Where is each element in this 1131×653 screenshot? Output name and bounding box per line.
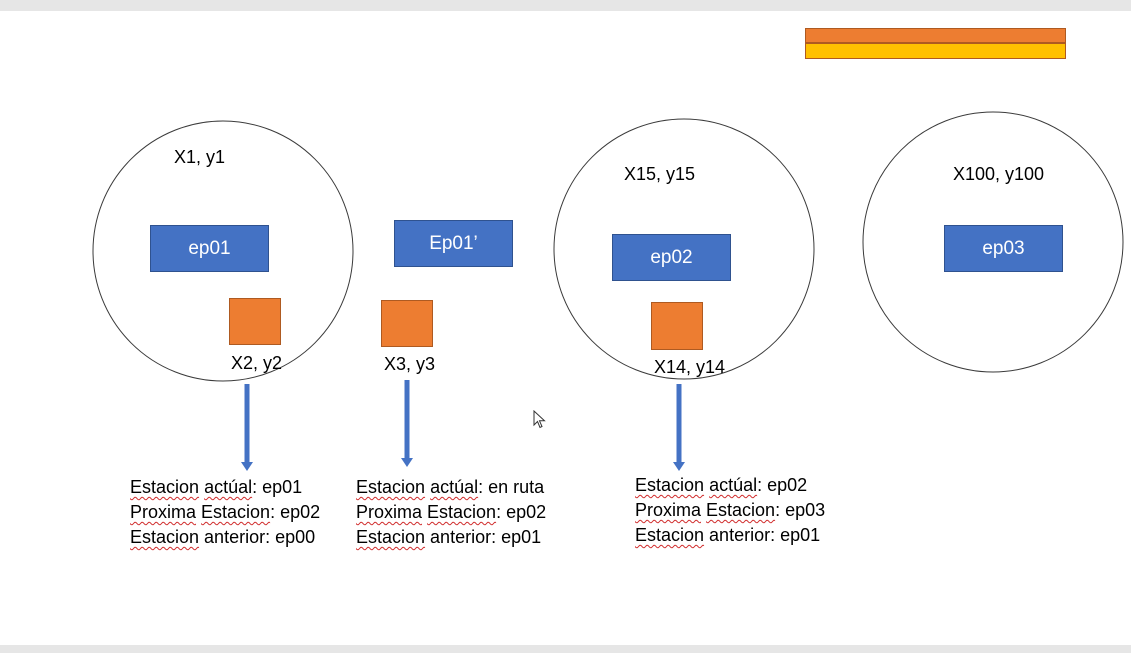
info-block-3: Estacion actúal: ep02 Proxima Estacion: …: [635, 473, 825, 548]
coord-label-x100-y100: X100, y100: [953, 164, 1045, 184]
bottom-bar: [0, 645, 1131, 653]
station-circle-1: [92, 120, 354, 382]
coord-label-x1-y1: X1, y1: [174, 147, 226, 167]
info-next-station-2: Proxima Estacion: ep02: [356, 502, 547, 522]
info-current-station-2: Estacion actúal: en ruta: [356, 477, 545, 497]
station-box-ep01: ep01: [150, 225, 269, 272]
info-current-station-1: Estacion actúal: ep01: [130, 477, 303, 497]
vehicle-marker-2: [381, 300, 433, 347]
orange-bar: [805, 28, 1066, 43]
station-circle-2: [553, 118, 815, 380]
yellow-bar: [805, 43, 1066, 59]
info-previous-station-2: Estacion anterior: ep01: [356, 527, 542, 547]
coord-label-x14-y14: X14, y14: [654, 357, 726, 377]
arrow-2: [401, 380, 413, 467]
coord-label-x15-y15: X15, y15: [624, 164, 696, 184]
info-next-station-1: Proxima Estacion: ep02: [130, 502, 321, 522]
arrow-1: [241, 384, 253, 471]
coord-label-x3-y3: X3, y3: [384, 354, 436, 374]
mouse-pointer-icon: [533, 410, 546, 429]
station-box-ep03: ep03: [944, 225, 1063, 272]
station-box-ep02: ep02: [612, 234, 731, 281]
info-block-1: Estacion actúal: ep01 Proxima Estacion: …: [130, 475, 320, 550]
slide-canvas: [0, 11, 1131, 645]
vehicle-marker-1: [229, 298, 281, 345]
info-previous-station-1: Estacion anterior: ep00: [130, 527, 316, 547]
station-box-ep01-prime: Ep01’: [394, 220, 513, 267]
vehicle-marker-3: [651, 302, 703, 350]
info-next-station-3: Proxima Estacion: ep03: [635, 500, 826, 520]
station-circle-3: [862, 111, 1124, 373]
info-block-2: Estacion actúal: en ruta Proxima Estacio…: [356, 475, 546, 550]
arrow-3: [673, 384, 685, 471]
coord-label-x2-y2: X2, y2: [231, 353, 283, 373]
info-previous-station-3: Estacion anterior: ep01: [635, 525, 821, 545]
info-current-station-3: Estacion actúal: ep02: [635, 475, 808, 495]
